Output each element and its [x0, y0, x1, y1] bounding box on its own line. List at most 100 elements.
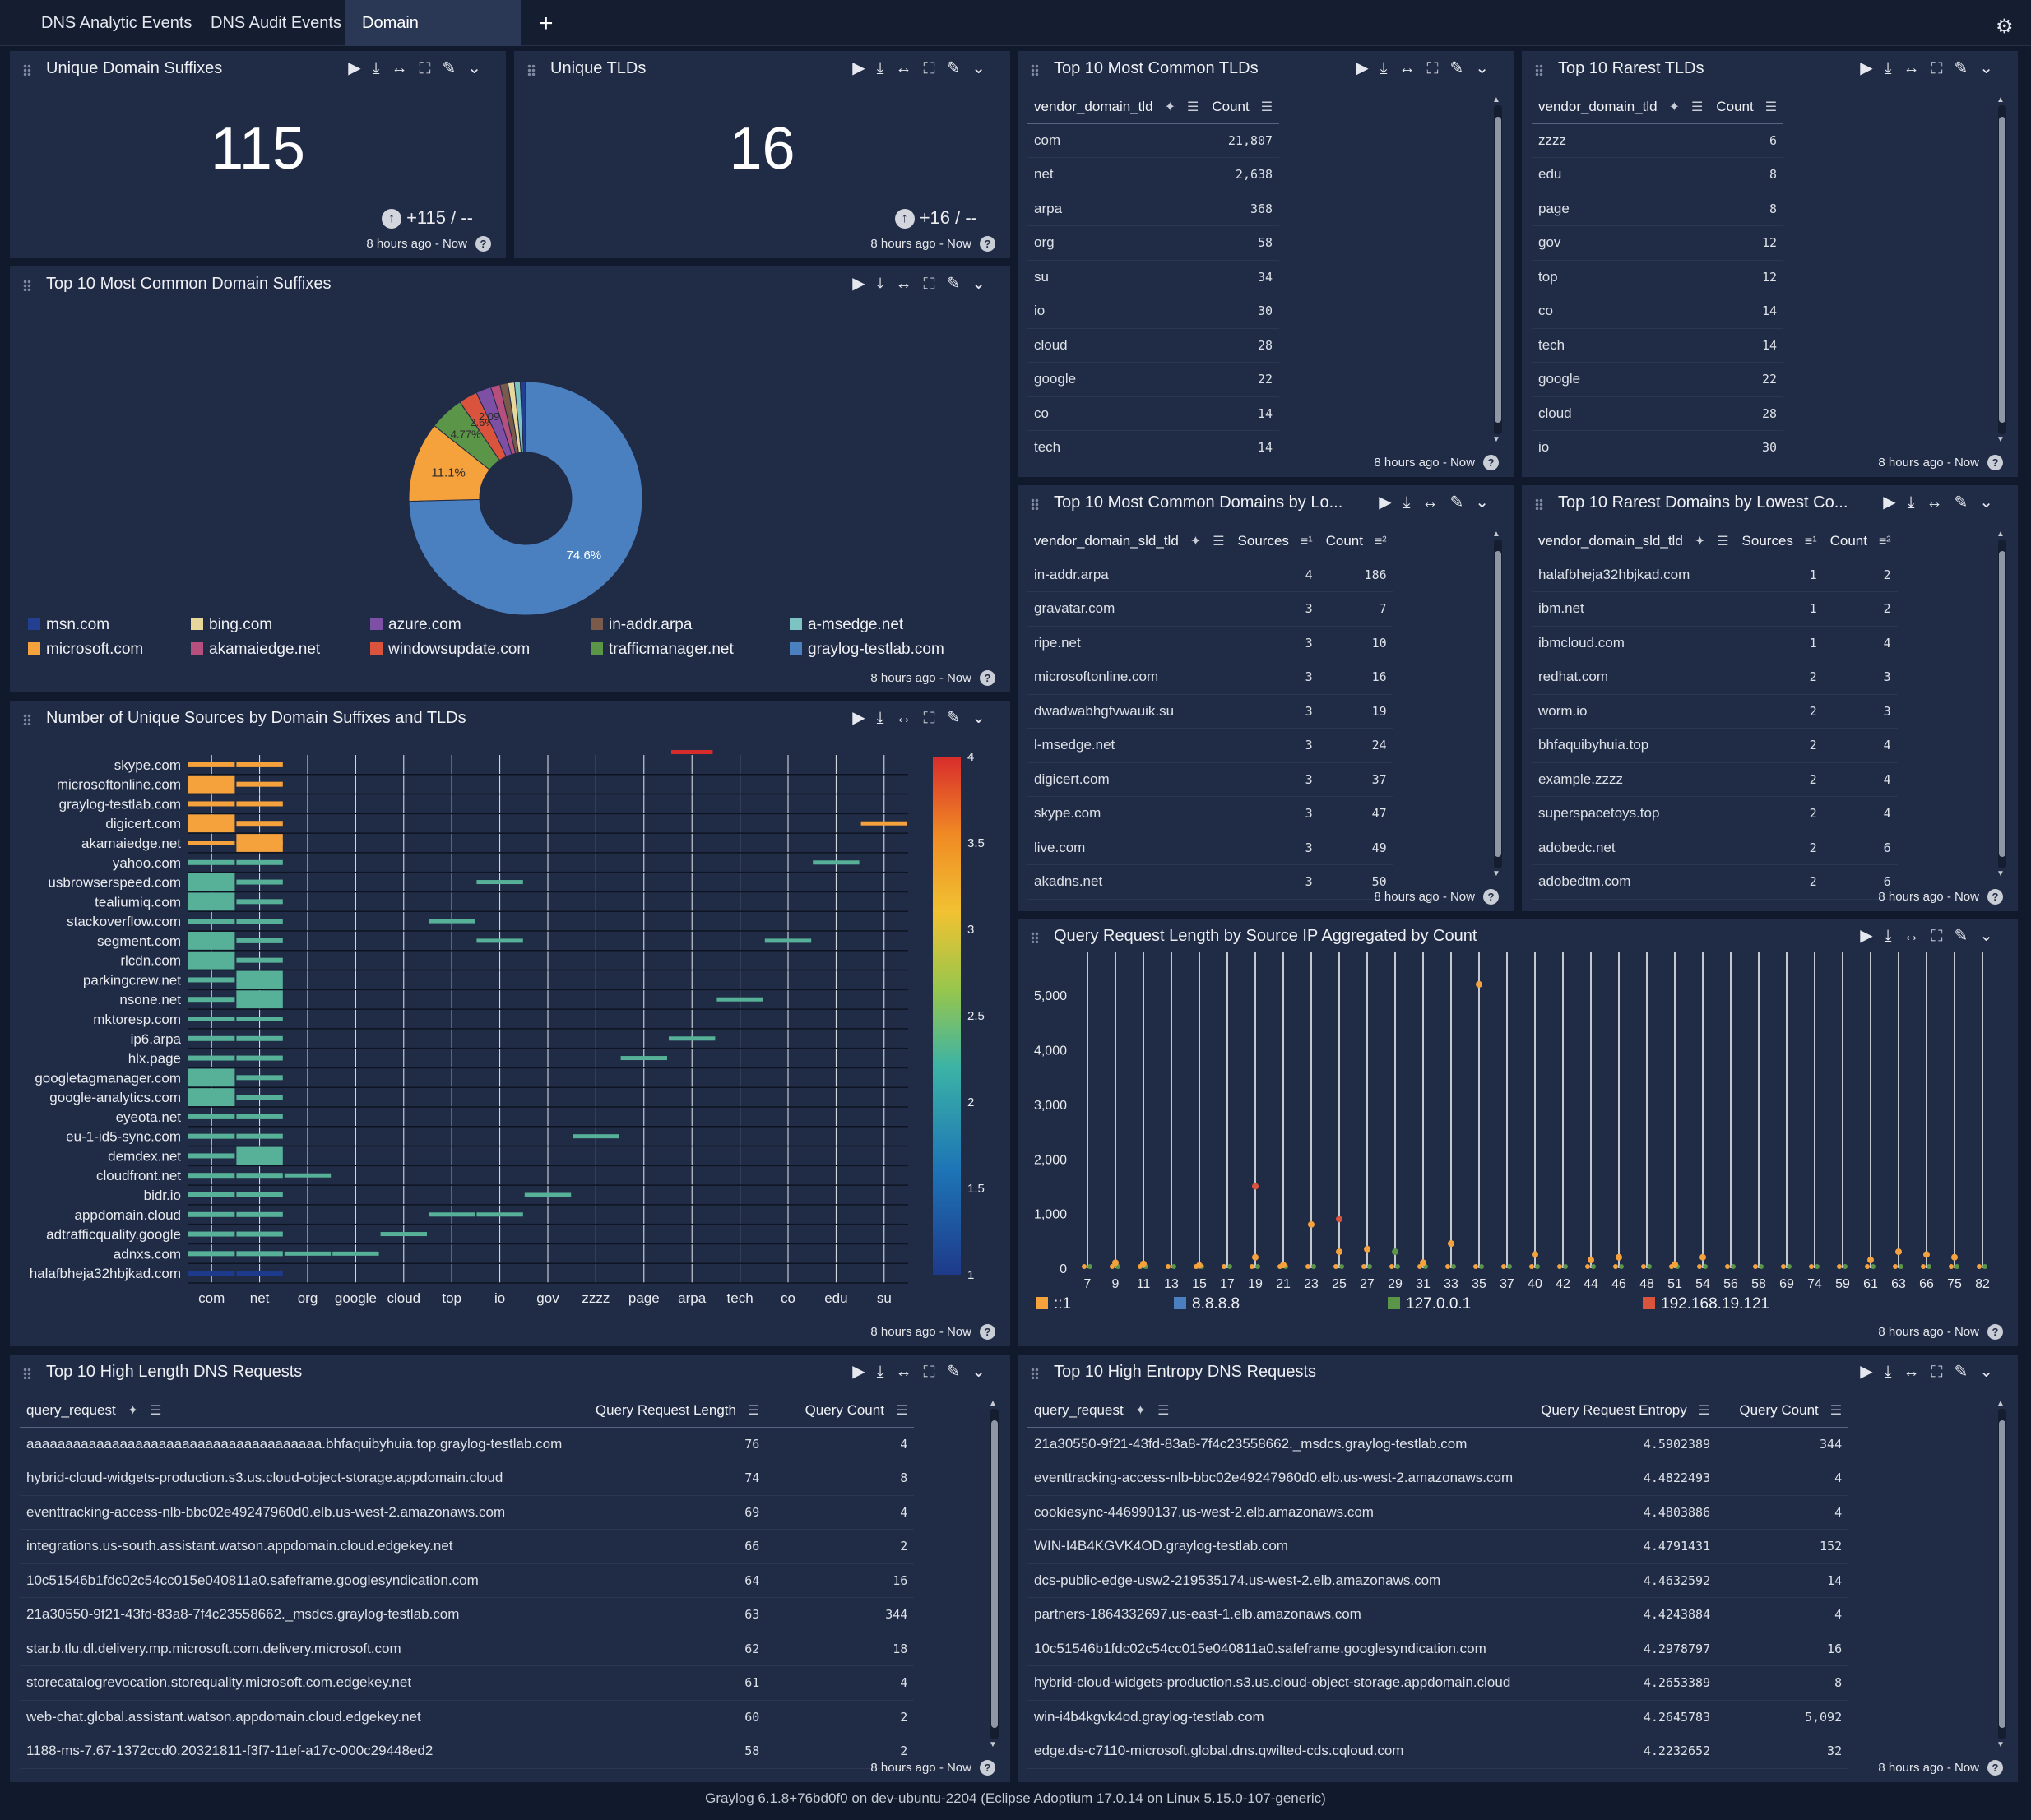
heatmap-cell[interactable] [236, 1251, 283, 1257]
heatmap-cell[interactable] [236, 938, 283, 943]
data-point[interactable] [1731, 1264, 1736, 1269]
scroll-down-icon[interactable]: ▼ [1492, 435, 1500, 444]
data-point[interactable] [1949, 1264, 1954, 1269]
tab-dns-analytic-events[interactable]: DNS Analytic Events [25, 0, 208, 46]
table-row[interactable]: hybrid-cloud-widgets-production.s3.us.cl… [20, 1461, 915, 1496]
table-row[interactable]: akadns.net 3 50 [1027, 864, 1393, 900]
data-point[interactable] [1445, 1264, 1450, 1269]
help-icon[interactable]: ? [475, 236, 491, 252]
data-point[interactable] [1843, 1264, 1848, 1269]
data-point[interactable] [1364, 1245, 1370, 1253]
edit-icon[interactable]: ✎ [442, 59, 468, 77]
table-row[interactable]: adobedc.net 2 6 [1532, 831, 1898, 865]
column-header[interactable]: query_request ✦ ☰ [1027, 1394, 1520, 1428]
data-point[interactable] [1535, 1264, 1540, 1269]
scroll-down-icon[interactable]: ▼ [1996, 435, 2005, 444]
table-row[interactable]: google 22 [1027, 362, 1280, 397]
heatmap-cell[interactable] [236, 821, 283, 827]
heatmap-cell[interactable] [188, 1173, 235, 1179]
data-point[interactable] [1250, 1264, 1254, 1269]
data-point[interactable] [1977, 1264, 1982, 1269]
data-point[interactable] [1255, 1264, 1260, 1269]
help-icon[interactable]: ? [1987, 1324, 2003, 1340]
scroll-down-icon[interactable]: ▼ [1996, 1740, 2005, 1749]
data-point[interactable] [1871, 1264, 1876, 1269]
heatmap-cell[interactable] [188, 977, 235, 983]
scrollbar[interactable]: ▲ ▼ [989, 1399, 999, 1749]
heatmap-cell[interactable] [476, 1212, 523, 1217]
tab-dns-audit-events[interactable]: DNS Audit Events [194, 0, 358, 46]
download-icon[interactable]: ⤓ [1907, 493, 1927, 512]
data-point[interactable] [1308, 1220, 1315, 1228]
data-point[interactable] [1647, 1264, 1652, 1269]
heatmap-cell[interactable] [236, 1055, 283, 1061]
data-point[interactable] [1591, 1264, 1596, 1269]
legend-item[interactable]: akamaiedge.net [191, 641, 320, 659]
pin-icon[interactable]: ✦ [1164, 100, 1176, 114]
data-point[interactable] [1867, 1257, 1874, 1264]
heatmap-cell[interactable] [188, 932, 235, 950]
data-point[interactable] [1367, 1264, 1372, 1269]
table-row[interactable]: org 58 [1027, 225, 1280, 261]
column-header[interactable]: vendor_domain_sld_tld ✦ ☰ [1027, 525, 1231, 558]
heatmap-cell[interactable] [188, 814, 235, 833]
data-point[interactable] [1280, 1262, 1287, 1269]
table-row[interactable]: halafbheja32hbjkad.com 1 2 [1532, 558, 1898, 592]
column-header[interactable]: Query Count ☰ [766, 1394, 915, 1428]
heatmap-cell[interactable] [188, 775, 235, 794]
data-point[interactable] [1781, 1264, 1786, 1269]
heatmap-cell[interactable] [236, 1192, 283, 1197]
expand-width-icon[interactable]: ↔ [895, 59, 924, 77]
play-icon[interactable]: ▶ [1860, 927, 1885, 945]
heatmap-cell[interactable] [236, 1146, 283, 1165]
data-point[interactable] [1336, 1248, 1342, 1256]
column-header[interactable]: Query Request Length ☰ [568, 1394, 767, 1428]
table-row[interactable]: ibm.net 1 2 [1532, 591, 1898, 627]
fullscreen-icon[interactable]: ⛶ [923, 275, 947, 293]
column-header[interactable]: query_request ✦ ☰ [20, 1394, 569, 1428]
data-point[interactable] [1305, 1264, 1310, 1269]
drag-handle-icon[interactable] [23, 280, 31, 291]
data-point[interactable] [1699, 1253, 1706, 1261]
table-row[interactable]: digicert.com 3 37 [1027, 762, 1393, 797]
data-point[interactable] [1532, 1251, 1538, 1258]
heatmap-cell[interactable] [236, 919, 283, 924]
data-point[interactable] [1585, 1264, 1590, 1269]
heatmap-cell[interactable] [284, 1173, 332, 1178]
heatmap-cell[interactable] [236, 762, 283, 767]
table-row[interactable]: gravatar.com 3 7 [1027, 591, 1393, 627]
data-point[interactable] [1311, 1264, 1316, 1269]
edit-icon[interactable]: ✎ [1954, 493, 1980, 512]
column-header[interactable]: Count ≡² [1823, 525, 1898, 558]
sort-icon[interactable]: ☰ [1698, 1403, 1711, 1418]
table-row[interactable]: ibmcloud.com 1 4 [1532, 626, 1898, 660]
drag-handle-icon[interactable] [527, 64, 536, 76]
heatmap-cell[interactable] [188, 997, 235, 1003]
legend-item[interactable]: graylog-testlab.com [790, 641, 944, 659]
heatmap-cell[interactable] [236, 990, 283, 1009]
heatmap-cell[interactable] [284, 1251, 332, 1256]
edit-icon[interactable]: ✎ [946, 59, 972, 77]
data-point[interactable] [1982, 1264, 1987, 1269]
help-icon[interactable]: ? [1987, 1760, 2003, 1776]
table-row[interactable]: su 34 [1027, 260, 1280, 294]
column-header[interactable]: Count ≡² [1319, 525, 1393, 558]
data-point[interactable] [1222, 1264, 1226, 1269]
table-row[interactable]: web-chat.global.assistant.watson.appdoma… [20, 1700, 915, 1734]
data-point[interactable] [1865, 1264, 1870, 1269]
chevron-down-icon[interactable]: ⌄ [971, 275, 997, 293]
data-point[interactable] [1479, 1264, 1484, 1269]
chevron-down-icon[interactable]: ⌄ [971, 709, 997, 727]
drag-handle-icon[interactable] [1535, 64, 1543, 76]
heatmap-cell[interactable] [236, 1035, 283, 1041]
sort-icon[interactable]: ☰ [1717, 534, 1729, 549]
scrollbar[interactable]: ▲ ▼ [1996, 530, 2006, 878]
drag-handle-icon[interactable] [23, 714, 31, 725]
legend-item[interactable]: bing.com [191, 616, 272, 634]
data-point[interactable] [1171, 1264, 1176, 1269]
data-point[interactable] [1110, 1264, 1115, 1269]
scrollbar[interactable]: ▲ ▼ [1996, 1399, 2006, 1749]
table-row[interactable]: net 2,638 [1027, 157, 1280, 192]
heatmap-cell[interactable] [236, 1075, 283, 1081]
heatmap-cell[interactable] [236, 1114, 283, 1119]
